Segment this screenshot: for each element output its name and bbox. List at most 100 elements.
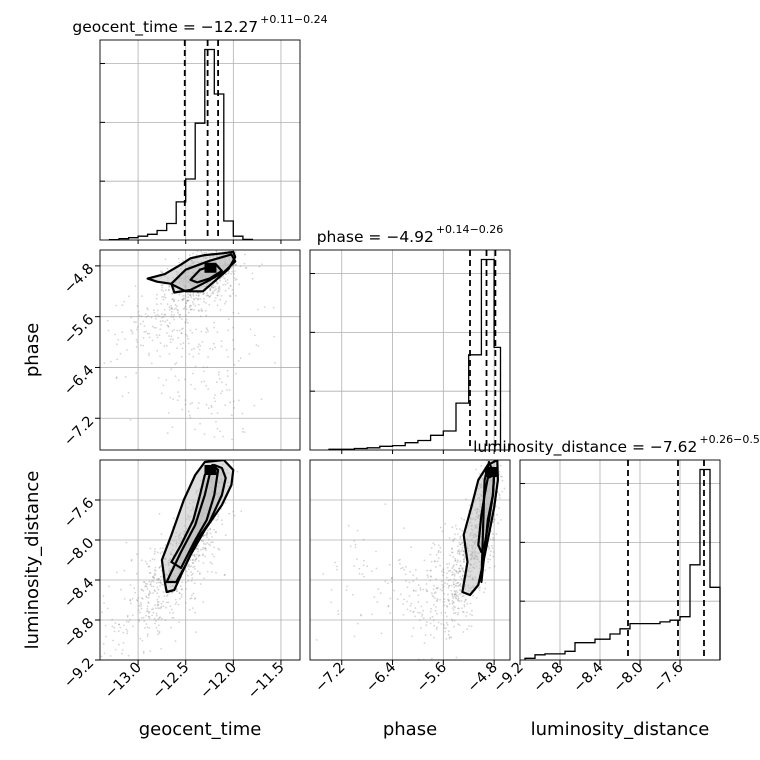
luminosity_distance_vs_phase-sample-point: [453, 612, 455, 615]
phase_vs_geocent_time-sample-point: [201, 341, 204, 343]
phase_vs_geocent_time-sample-point: [237, 312, 240, 315]
phase_vs_geocent_time-sample-point: [197, 295, 200, 297]
phase_vs_geocent_time-sample-point: [146, 307, 149, 310]
luminosity_distance_vs_phase-sample-point: [446, 563, 448, 565]
luminosity_distance_vs_phase-sample-point: [446, 572, 448, 575]
luminosity_distance_vs_geocent_time-sample-point: [158, 566, 161, 568]
luminosity_distance_vs_geocent_time-sample-point: [209, 532, 212, 535]
luminosity_distance_vs_phase-sample-point: [452, 601, 455, 604]
phase_vs_geocent_time-sample-point: [181, 298, 184, 301]
luminosity_distance_vs_geocent_time-sample-point: [211, 553, 214, 556]
luminosity_distance_vs_geocent_time-sample-point: [151, 558, 154, 560]
x-axis-label-luminosity-distance: luminosity_distance: [531, 719, 710, 740]
phase_vs_geocent_time-sample-point: [227, 329, 230, 332]
luminosity_distance_vs_phase-sample-point: [455, 597, 458, 600]
luminosity_distance_vs_phase-sample-point: [454, 524, 457, 527]
luminosity_distance_vs_geocent_time-sample-point: [144, 560, 147, 563]
phase_vs_geocent_time-sample-point: [239, 357, 242, 360]
luminosity_distance_vs_geocent_time-sample-point: [145, 585, 147, 587]
luminosity_distance_vs_geocent_time-sample-point: [194, 568, 196, 570]
luminosity_distance_vs_geocent_time-sample-point: [129, 599, 132, 602]
phase_vs_geocent_time-sample-point: [177, 379, 180, 382]
luminosity_distance_vs_geocent_time-sample-point: [224, 534, 227, 537]
luminosity_distance_vs_phase-sample-point: [442, 587, 444, 589]
phase_vs_geocent_time-sample-point: [227, 318, 230, 320]
phase_vs_geocent_time-sample-point: [192, 303, 195, 305]
panel-luminosity-distance-vs-geocent-time: [99, 456, 301, 661]
luminosity_distance_vs_geocent_time-sample-point: [164, 544, 167, 546]
luminosity_distance_vs_geocent_time-sample-point: [181, 581, 184, 584]
luminosity_distance_vs_phase-sample-point: [458, 589, 461, 592]
luminosity_distance_vs_geocent_time-sample-point: [149, 560, 152, 562]
luminosity_distance_vs_phase-sample-point: [453, 575, 456, 577]
phase_vs_geocent_time-sample-point: [168, 335, 170, 337]
luminosity_distance_vs_phase-sample-point: [434, 560, 436, 563]
luminosity_distance_vs_phase-sample-point: [490, 530, 493, 533]
phase_vs_geocent_time-sample-point: [224, 283, 227, 286]
phase_vs_geocent_time-sample-point: [173, 299, 176, 302]
luminosity_distance_vs_phase-sample-point: [457, 550, 459, 553]
luminosity_distance_vs_phase-sample-point: [457, 597, 460, 600]
geocent_time-histogram-line: [108, 48, 254, 241]
phase_vs_geocent_time-sample-point: [216, 291, 219, 294]
phase_vs_geocent_time-sample-point: [147, 464, 149, 466]
phase_vs_geocent_time-sample-point: [168, 353, 171, 355]
luminosity_distance_vs_phase-sample-point: [453, 625, 455, 628]
luminosity_distance_vs_geocent_time-sample-point: [158, 607, 161, 610]
phase_vs_geocent_time-sample-point: [153, 309, 155, 312]
phase_vs_geocent_time-sample-point: [155, 326, 157, 329]
luminosity_distance_vs_geocent_time-sample-point: [159, 579, 162, 582]
phase_vs_geocent_time-sample-point: [182, 295, 185, 297]
luminosity_distance_vs_geocent_time-sample-point: [153, 576, 155, 579]
phase_vs_geocent_time-sample-point: [221, 381, 223, 384]
luminosity_distance_vs_phase-sample-point: [489, 558, 492, 561]
luminosity_distance_vs_geocent_time-sample-point: [189, 597, 192, 600]
luminosity_distance_vs_phase-sample-point: [434, 591, 437, 594]
luminosity_distance_vs_phase-sample-point: [445, 627, 447, 630]
phase_vs_geocent_time-sample-point: [202, 298, 205, 300]
luminosity_distance_vs_geocent_time-sample-point: [148, 617, 151, 620]
luminosity_distance_vs_phase-sample-point: [462, 567, 464, 570]
luminosity_distance_vs_phase-sample-point: [462, 631, 465, 633]
luminosity_distance_vs_phase-sample-point: [437, 551, 440, 554]
luminosity_distance_vs_geocent_time-sample-point: [145, 585, 148, 588]
luminosity_distance_vs_phase-sample-point: [447, 633, 450, 636]
luminosity_distance_vs_phase-sample-point: [406, 608, 409, 611]
phase_vs_geocent_time-sample-point: [219, 309, 222, 311]
luminosity_distance_vs_phase-sample-point: [423, 559, 426, 562]
phase_vs_geocent_time-sample-point: [253, 334, 256, 337]
luminosity_distance_vs_geocent_time-sample-point: [154, 566, 157, 569]
phase_vs_geocent_time-sample-point: [257, 308, 259, 311]
luminosity_distance_vs_geocent_time-sample-point: [146, 633, 149, 636]
luminosity_distance_vs_phase-sample-point: [450, 584, 453, 587]
luminosity_distance_vs_phase-sample-point: [402, 614, 405, 616]
panel-geocent-time-histogram: [99, 39, 301, 241]
luminosity_distance_vs_phase-sample-point: [451, 574, 454, 576]
phase_vs_geocent_time-sample-point: [216, 282, 218, 285]
phase_vs_geocent_time-sample-point: [171, 292, 174, 295]
luminosity_distance_vs_geocent_time-sample-point: [114, 622, 117, 624]
phase_vs_geocent_time-sample-point: [195, 294, 198, 297]
phase_vs_geocent_time-sample-point: [186, 300, 188, 302]
luminosity_distance_vs_phase-sample-point: [493, 565, 496, 568]
luminosity_distance_vs_geocent_time-sample-point: [236, 456, 238, 458]
phase_vs_geocent_time-sample-point: [176, 305, 178, 307]
luminosity_distance_vs_phase-sample-point: [459, 576, 462, 578]
phase_vs_geocent_time-sample-point: [224, 302, 226, 305]
luminosity_distance_vs_phase-sample-point: [451, 620, 454, 622]
phase_vs_geocent_time-sample-point: [158, 315, 160, 317]
luminosity_distance_vs_phase-sample-point: [458, 549, 460, 551]
luminosity_distance_vs_phase-sample-point: [366, 565, 369, 568]
phase_vs_geocent_time-sample-point: [156, 313, 159, 316]
phase_vs_geocent_time-sample-point: [187, 293, 189, 296]
luminosity_distance_vs_phase-sample-point: [491, 547, 494, 549]
luminosity_distance_vs_phase-sample-point: [437, 557, 440, 560]
luminosity_distance_vs_phase-sample-point: [353, 635, 356, 638]
luminosity_distance_vs_phase-sample-point: [498, 507, 500, 509]
luminosity_distance_vs_geocent_time-sample-point: [147, 593, 150, 596]
luminosity_distance_vs_phase-sample-point: [445, 576, 448, 579]
luminosity_distance_vs_geocent_time-sample-point: [174, 598, 177, 601]
luminosity_distance_vs_phase-sample-point: [451, 526, 454, 529]
luminosity_distance_vs_phase-sample-point: [458, 552, 461, 555]
luminosity_distance_vs_geocent_time-sample-point: [199, 572, 201, 574]
